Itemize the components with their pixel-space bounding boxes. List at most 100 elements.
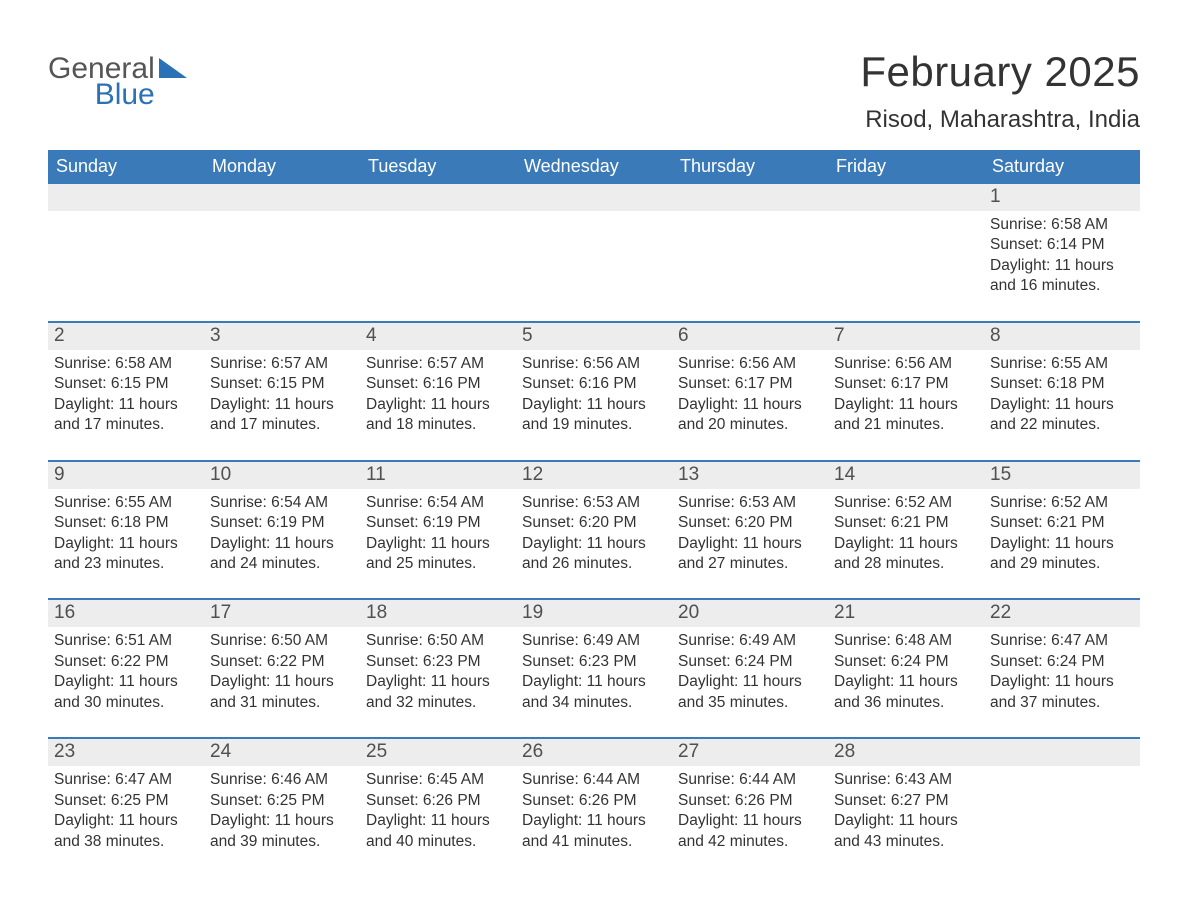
daylight-text: and 35 minutes.: [678, 693, 820, 713]
day-number: 25: [360, 739, 516, 766]
day-details: Sunrise: 6:53 AMSunset: 6:20 PMDaylight:…: [516, 493, 666, 575]
sunrise-text: Sunrise: 6:54 AM: [366, 493, 508, 513]
day-details: Sunrise: 6:50 AMSunset: 6:23 PMDaylight:…: [360, 631, 510, 713]
dow-sunday: Sunday: [48, 150, 204, 184]
day-number: 15: [984, 462, 1140, 489]
daylight-text: Daylight: 11 hours: [210, 672, 352, 692]
sunrise-text: Sunrise: 6:56 AM: [522, 354, 664, 374]
calendar-day-empty: [516, 184, 672, 303]
daylight-text: and 24 minutes.: [210, 554, 352, 574]
calendar-day: 8Sunrise: 6:55 AMSunset: 6:18 PMDaylight…: [984, 323, 1140, 442]
day-number: [204, 184, 360, 211]
daylight-text: Daylight: 11 hours: [366, 811, 508, 831]
day-of-week-header: Sunday Monday Tuesday Wednesday Thursday…: [48, 150, 1140, 184]
day-number: 14: [828, 462, 984, 489]
sunset-text: Sunset: 6:16 PM: [366, 374, 508, 394]
day-number: 24: [204, 739, 360, 766]
sunset-text: Sunset: 6:15 PM: [54, 374, 196, 394]
day-number: 22: [984, 600, 1140, 627]
brand-flag-icon: [159, 58, 187, 78]
calendar-week: 2Sunrise: 6:58 AMSunset: 6:15 PMDaylight…: [48, 321, 1140, 442]
sunset-text: Sunset: 6:26 PM: [678, 791, 820, 811]
daylight-text: and 29 minutes.: [990, 554, 1132, 574]
sunset-text: Sunset: 6:19 PM: [366, 513, 508, 533]
daylight-text: Daylight: 11 hours: [990, 534, 1132, 554]
calendar-week: 9 Sunrise: 6:55 AMSunset: 6:18 PMDaylight…: [48, 460, 1140, 581]
calendar-day: 18 Sunrise: 6:50 AMSunset: 6:23 PMDayligh…: [360, 600, 516, 719]
daylight-text: Daylight: 11 hours: [834, 811, 976, 831]
sunrise-text: Sunrise: 6:49 AM: [678, 631, 820, 651]
sunset-text: Sunset: 6:21 PM: [834, 513, 976, 533]
sunrise-text: Sunrise: 6:58 AM: [990, 215, 1132, 235]
calendar-day: 3 Sunrise: 6:57 AMSunset: 6:15 PMDaylight…: [204, 323, 360, 442]
calendar-day: 2Sunrise: 6:58 AMSunset: 6:15 PMDaylight…: [48, 323, 204, 442]
calendar-day-empty: [204, 184, 360, 303]
daylight-text: and 31 minutes.: [210, 693, 352, 713]
day-details: Sunrise: 6:52 AMSunset: 6:21 PMDaylight:…: [828, 493, 978, 575]
day-number: 20: [672, 600, 828, 627]
calendar-day: 11Sunrise: 6:54 AMSunset: 6:19 PMDayligh…: [360, 462, 516, 581]
calendar: Sunday Monday Tuesday Wednesday Thursday…: [48, 150, 1140, 858]
daylight-text: Daylight: 11 hours: [678, 672, 820, 692]
sunrise-text: Sunrise: 6:45 AM: [366, 770, 508, 790]
daylight-text: Daylight: 11 hours: [210, 534, 352, 554]
sunset-text: Sunset: 6:25 PM: [54, 791, 196, 811]
dow-friday: Friday: [828, 150, 984, 184]
day-details: Sunrise: 6:55 AMSunset: 6:18 PMDaylight:…: [48, 493, 198, 575]
day-number: 3: [204, 323, 360, 350]
day-details: Sunrise: 6:57 AMSunset: 6:15 PMDaylight:…: [204, 354, 354, 436]
calendar-day: 6Sunrise: 6:56 AMSunset: 6:17 PMDaylight…: [672, 323, 828, 442]
daylight-text: and 32 minutes.: [366, 693, 508, 713]
daylight-text: Daylight: 11 hours: [834, 672, 976, 692]
day-number: 9: [48, 462, 204, 489]
daylight-text: and 37 minutes.: [990, 693, 1132, 713]
day-number: [672, 184, 828, 211]
daylight-text: and 22 minutes.: [990, 415, 1132, 435]
daylight-text: Daylight: 11 hours: [210, 395, 352, 415]
sunset-text: Sunset: 6:24 PM: [834, 652, 976, 672]
sunrise-text: Sunrise: 6:58 AM: [54, 354, 196, 374]
sunrise-text: Sunrise: 6:50 AM: [366, 631, 508, 651]
calendar-day: 10Sunrise: 6:54 AMSunset: 6:19 PMDayligh…: [204, 462, 360, 581]
day-number: 12: [516, 462, 672, 489]
daylight-text: Daylight: 11 hours: [990, 672, 1132, 692]
calendar-day: 26Sunrise: 6:44 AMSunset: 6:26 PMDayligh…: [516, 739, 672, 858]
day-details: Sunrise: 6:44 AMSunset: 6:26 PMDaylight:…: [516, 770, 666, 852]
day-number: 18: [360, 600, 516, 627]
calendar-week: 23Sunrise: 6:47 AMSunset: 6:25 PMDayligh…: [48, 737, 1140, 858]
sunrise-text: Sunrise: 6:47 AM: [54, 770, 196, 790]
calendar-day: 15Sunrise: 6:52 AMSunset: 6:21 PMDayligh…: [984, 462, 1140, 581]
daylight-text: Daylight: 11 hours: [54, 395, 196, 415]
sunset-text: Sunset: 6:21 PM: [990, 513, 1132, 533]
day-number: 21: [828, 600, 984, 627]
daylight-text: and 36 minutes.: [834, 693, 976, 713]
day-details: Sunrise: 6:48 AMSunset: 6:24 PMDaylight:…: [828, 631, 978, 713]
daylight-text: Daylight: 11 hours: [522, 534, 664, 554]
day-details: Sunrise: 6:56 AMSunset: 6:16 PMDaylight:…: [516, 354, 666, 436]
day-details: Sunrise: 6:49 AMSunset: 6:23 PMDaylight:…: [516, 631, 666, 713]
calendar-week: 16Sunrise: 6:51 AMSunset: 6:22 PMDayligh…: [48, 598, 1140, 719]
calendar-day: 23Sunrise: 6:47 AMSunset: 6:25 PMDayligh…: [48, 739, 204, 858]
sunset-text: Sunset: 6:26 PM: [522, 791, 664, 811]
daylight-text: Daylight: 11 hours: [522, 672, 664, 692]
day-number: [984, 739, 1140, 766]
sunset-text: Sunset: 6:22 PM: [210, 652, 352, 672]
day-number: [48, 184, 204, 211]
day-details: Sunrise: 6:56 AMSunset: 6:17 PMDaylight:…: [828, 354, 978, 436]
day-details: Sunrise: 6:54 AMSunset: 6:19 PMDaylight:…: [360, 493, 510, 575]
day-details: Sunrise: 6:54 AMSunset: 6:19 PMDaylight:…: [204, 493, 354, 575]
day-number: [516, 184, 672, 211]
dow-tuesday: Tuesday: [360, 150, 516, 184]
day-details: Sunrise: 6:46 AMSunset: 6:25 PMDaylight:…: [204, 770, 354, 852]
sunset-text: Sunset: 6:18 PM: [54, 513, 196, 533]
daylight-text: Daylight: 11 hours: [522, 395, 664, 415]
day-number: 17: [204, 600, 360, 627]
sunset-text: Sunset: 6:23 PM: [366, 652, 508, 672]
calendar-day-empty: [828, 184, 984, 303]
header: General Blue February 2025 Risod, Mahara…: [48, 48, 1140, 144]
daylight-text: and 42 minutes.: [678, 832, 820, 852]
day-number: 6: [672, 323, 828, 350]
location-subtitle: Risod, Maharashtra, India: [860, 106, 1140, 134]
sunrise-text: Sunrise: 6:53 AM: [678, 493, 820, 513]
daylight-text: and 30 minutes.: [54, 693, 196, 713]
